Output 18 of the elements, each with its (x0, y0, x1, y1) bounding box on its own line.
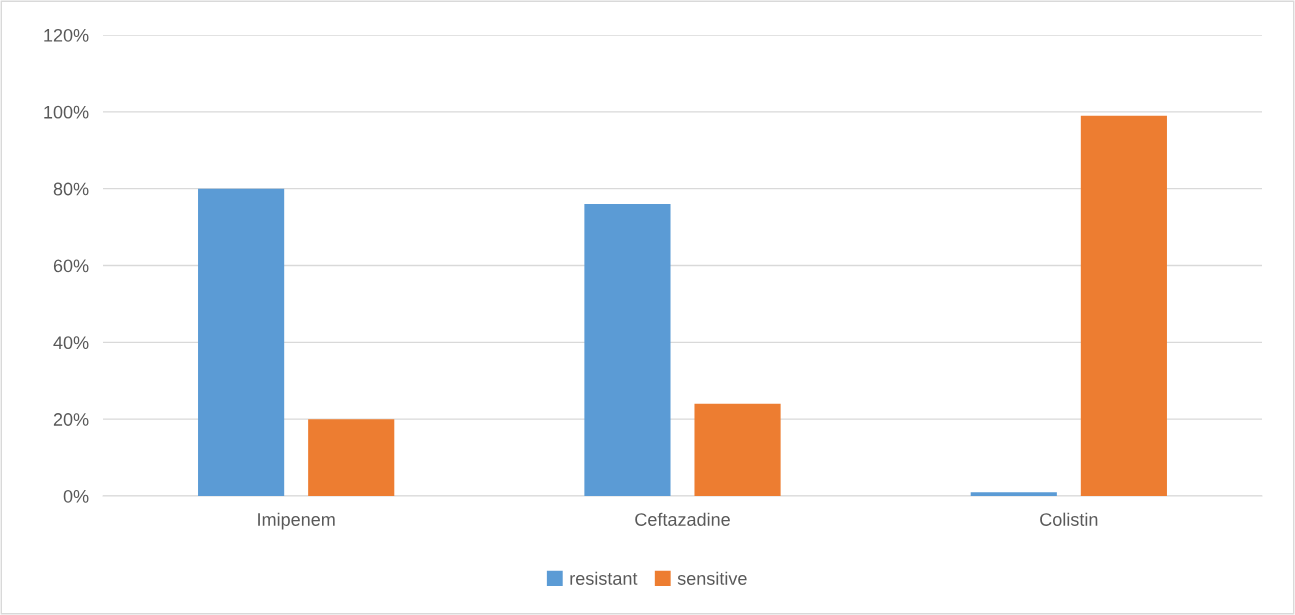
x-tick-label: Colistin (1040, 512, 1098, 526)
y-tick-label: 60% (53, 259, 89, 273)
y-tick-label: 40% (53, 336, 89, 350)
x-tick-label: Ceftazadine (635, 512, 730, 526)
bar (694, 403, 781, 496)
y-tick-label: 100% (44, 105, 89, 119)
legend-label: resistant (570, 571, 638, 585)
legend-label: sensitive (677, 571, 747, 585)
y-tick-label: 0% (63, 489, 89, 503)
x-tick-label: Imipenem (258, 512, 335, 530)
y-tick-label: 20% (53, 413, 89, 426)
bar (1080, 115, 1167, 496)
y-tick-label: 80% (53, 182, 89, 196)
bar (584, 204, 671, 496)
y-tick-label: 120% (44, 28, 89, 42)
bar (308, 419, 395, 496)
bar (198, 188, 285, 496)
bar (970, 492, 1057, 496)
